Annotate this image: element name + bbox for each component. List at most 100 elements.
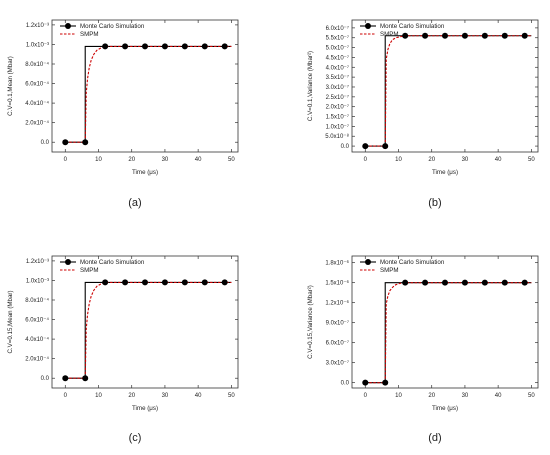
x-tick-label: 0 bbox=[364, 157, 368, 163]
y-tick-label: 1.2x10⁻³ bbox=[26, 23, 49, 29]
x-tick-label: 50 bbox=[528, 157, 535, 163]
legend-marker-monte-carlo bbox=[65, 259, 71, 265]
y-tick-label: 1.5x10⁻⁶ bbox=[325, 280, 349, 287]
legend-label-smpm: SMPM bbox=[380, 267, 399, 274]
data-point-monte-carlo bbox=[181, 43, 188, 50]
y-tick-label: 4.0x10⁻⁴ bbox=[25, 100, 49, 107]
data-point-monte-carlo bbox=[201, 279, 208, 286]
y-tick-label: 6.0x10⁻⁴ bbox=[25, 317, 49, 324]
series-line-monte-carlo bbox=[65, 45, 232, 143]
series-line-smpm bbox=[365, 282, 532, 384]
data-point-monte-carlo bbox=[62, 139, 69, 146]
y-tick-label: 2.5x10⁻⁷ bbox=[326, 94, 349, 101]
data-point-monte-carlo bbox=[161, 279, 168, 286]
chart-panel-4: 0 10 20 30 40 50 0.0 3.0x10⁻⁷ 6.0x10⁻⁷ 9.0x10⁻⁷ 1.… bbox=[307, 255, 539, 444]
plot-frame bbox=[51, 255, 239, 389]
x-tick-label: 30 bbox=[462, 393, 469, 399]
legend-label-smpm: SMPM bbox=[80, 267, 99, 274]
data-point-monte-carlo bbox=[142, 279, 148, 286]
data-point-monte-carlo bbox=[102, 279, 109, 286]
data-point-monte-carlo bbox=[161, 43, 168, 50]
series-line-monte-carlo bbox=[365, 282, 532, 384]
legend-label-monte-carlo: Monte Carlo Simulation bbox=[80, 23, 145, 30]
y-tick-label: 0.0 bbox=[341, 144, 350, 150]
x-tick-label: 30 bbox=[162, 157, 169, 163]
data-point-monte-carlo bbox=[362, 143, 369, 150]
data-point-monte-carlo bbox=[142, 43, 148, 50]
y-tick-label: 5.0x10⁻⁸ bbox=[325, 133, 349, 140]
x-tick-label: 20 bbox=[128, 393, 135, 399]
chart-panel-1: 0 10 20 30 40 50 0.0 2.0x10⁻⁴ 4.0x10⁻⁴ 6.0x10⁻⁴ 8.… bbox=[7, 19, 239, 209]
y-tick-label: 4.0x10⁻⁷ bbox=[326, 64, 349, 71]
x-tick-label: 40 bbox=[495, 393, 502, 399]
y-axis-label: C.V=0.15,Mean (Mbar) bbox=[7, 290, 14, 353]
plot-frame bbox=[51, 19, 239, 153]
legend-label-monte-carlo: Monte Carlo Simulation bbox=[80, 259, 145, 266]
x-axis-label: Time (μs) bbox=[432, 169, 458, 176]
series-line-monte-carlo bbox=[65, 281, 232, 379]
data-point-monte-carlo bbox=[422, 279, 429, 286]
data-point-monte-carlo bbox=[382, 143, 389, 150]
data-point-monte-carlo bbox=[402, 32, 409, 39]
x-axis-label: Time (μs) bbox=[132, 169, 158, 176]
data-point-monte-carlo bbox=[221, 279, 228, 286]
y-tick-label: 0.0 bbox=[41, 376, 50, 382]
y-tick-label: 4.5x10⁻⁷ bbox=[326, 54, 349, 61]
data-point-monte-carlo bbox=[501, 32, 508, 39]
y-tick-label: 3.0x10⁻⁷ bbox=[326, 84, 349, 91]
data-point-monte-carlo bbox=[461, 279, 468, 286]
data-point-monte-carlo bbox=[501, 279, 508, 286]
plot-frame bbox=[351, 255, 539, 389]
y-tick-label: 2.0x10⁻⁴ bbox=[25, 356, 49, 363]
data-point-monte-carlo bbox=[521, 32, 528, 39]
data-point-monte-carlo bbox=[82, 139, 89, 146]
x-tick-label: 50 bbox=[528, 393, 535, 399]
x-tick-label: 20 bbox=[128, 157, 135, 163]
data-point-monte-carlo bbox=[221, 43, 228, 50]
y-tick-label: 1.8x10⁻⁶ bbox=[325, 260, 349, 267]
series-line-smpm bbox=[365, 35, 532, 147]
legend-label-smpm: SMPM bbox=[380, 31, 399, 38]
y-tick-label: 1.2x10⁻⁶ bbox=[325, 300, 349, 307]
y-tick-label: 1.0x10⁻³ bbox=[26, 278, 49, 284]
chart-panel-3: 0 10 20 30 40 50 0.0 2.0x10⁻⁴ 4.0x10⁻⁴ 6.0x10⁻⁴ 8.… bbox=[7, 255, 239, 444]
data-point-monte-carlo bbox=[62, 375, 69, 382]
data-point-monte-carlo bbox=[382, 379, 389, 386]
x-axis-label: Time (μs) bbox=[132, 405, 158, 412]
data-point-monte-carlo bbox=[201, 43, 208, 50]
data-point-monte-carlo bbox=[402, 279, 409, 286]
x-tick-label: 30 bbox=[462, 157, 469, 163]
panel-label: (d) bbox=[428, 432, 441, 444]
data-point-monte-carlo bbox=[521, 279, 528, 286]
x-tick-label: 10 bbox=[95, 157, 102, 163]
y-tick-label: 2.0x10⁻⁴ bbox=[25, 120, 49, 127]
x-tick-label: 50 bbox=[228, 393, 235, 399]
legend-marker-monte-carlo bbox=[65, 23, 71, 29]
data-point-monte-carlo bbox=[481, 32, 488, 39]
y-tick-label: 9.0x10⁻⁷ bbox=[326, 320, 349, 327]
y-tick-label: 3.0x10⁻⁷ bbox=[326, 360, 349, 367]
data-point-monte-carlo bbox=[362, 379, 369, 386]
chart-panel-2: 0 10 20 30 40 50 0.0 5.0x10⁻⁸ 1.0x10⁻⁷ 1.5x10⁻⁷ 2.… bbox=[307, 19, 539, 209]
y-tick-label: 8.0x10⁻⁴ bbox=[25, 61, 49, 68]
x-tick-label: 50 bbox=[228, 157, 235, 163]
y-axis-label: C.V=0.1,Mean (Mbar) bbox=[7, 56, 14, 116]
plot-frame bbox=[351, 19, 539, 153]
data-point-monte-carlo bbox=[122, 43, 129, 50]
data-point-monte-carlo bbox=[82, 375, 89, 382]
panel-label: (c) bbox=[129, 432, 142, 444]
y-tick-label: 4.0x10⁻⁴ bbox=[25, 336, 49, 343]
y-tick-label: 0.0 bbox=[341, 381, 350, 387]
x-tick-label: 40 bbox=[495, 157, 502, 163]
y-tick-label: 6.0x10⁻⁷ bbox=[326, 25, 349, 32]
data-point-monte-carlo bbox=[181, 279, 188, 286]
x-tick-label: 20 bbox=[428, 157, 435, 163]
x-axis-label: Time (μs) bbox=[432, 405, 458, 412]
data-point-monte-carlo bbox=[422, 32, 429, 39]
y-tick-label: 5.5x10⁻⁷ bbox=[326, 35, 349, 42]
legend-label-smpm: SMPM bbox=[80, 31, 99, 38]
x-tick-label: 10 bbox=[95, 393, 102, 399]
